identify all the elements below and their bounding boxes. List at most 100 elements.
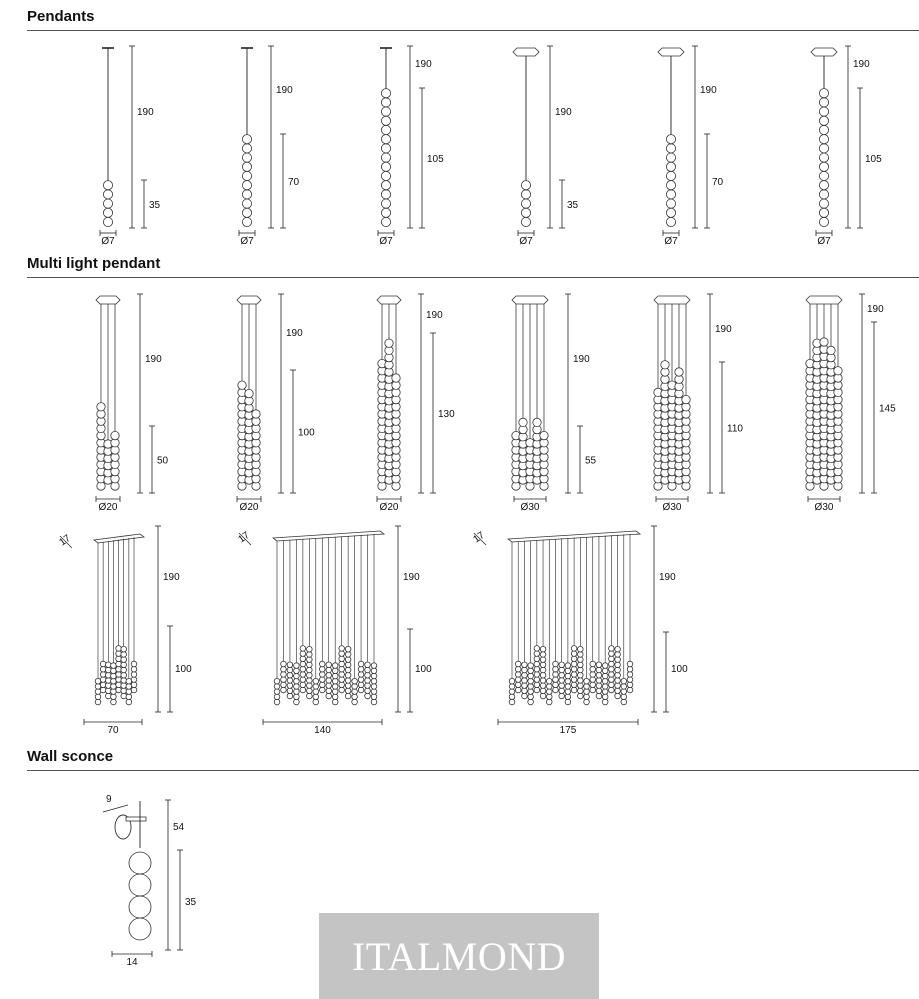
canopy [511,295,549,305]
glass-bead [357,681,365,688]
glass-bead [539,646,547,653]
glass-bead [577,692,584,700]
glass-bead [286,682,294,689]
glass-bead [380,152,391,163]
glass-bead [273,683,281,690]
glass-bead [614,661,621,668]
diameter-label: Ø20 [99,502,118,513]
glass-bead [241,143,252,154]
glass-bead [558,661,565,668]
glass-bead [577,687,584,694]
glass-bead [527,683,534,690]
glass-bead [99,676,107,683]
glass-bead [110,662,117,669]
pendant-drawing: 190 105 Ø7 [810,45,882,247]
depth-label: 17 [236,530,252,546]
glass-bead [125,683,133,690]
glass-bead [319,676,326,683]
glass-bead [577,661,584,668]
glass-bead [521,682,528,689]
linear-pendant-drawing: 17 190 100 175 [471,525,688,736]
glass-bead [620,693,627,700]
glass-bead [620,683,627,690]
glass-bead [552,660,559,668]
glass-bead [306,682,313,689]
glass-bead [527,698,534,706]
section-title-pendants: Pendants [27,8,95,25]
glass-bead [577,682,584,689]
glass-bead [626,686,634,694]
canopy [805,295,843,305]
linear-pendant-drawing: 17 190 100 140 [236,525,432,736]
glass-bead [380,97,391,108]
glass-bead [364,672,371,679]
wall-sconce-drawing: 9 54 35 14 [102,794,197,968]
glass-bead [527,693,534,700]
glass-bead [508,688,516,695]
multi-pendant-drawing: 190 55 Ø30 [511,293,597,513]
glass-bead [601,688,609,695]
glass-bead [521,692,528,700]
glass-bead [589,666,596,673]
glass-bead [364,661,371,668]
glass-bead [273,693,281,700]
glass-bead [626,676,634,683]
glass-bead [351,678,358,685]
dimension-label: 190 [145,354,162,365]
glass-bead [539,661,547,668]
dimension-label: 190 [426,310,443,321]
glass-bead [521,672,528,679]
glass-bead [338,645,345,652]
glass-bead [380,180,391,191]
glass-bead [351,693,358,700]
glass-bead [120,677,127,684]
glass-bead [819,161,830,172]
glass-bead [105,666,112,674]
diameter-label: Ø20 [380,502,399,513]
dimension-label: 54 [173,822,185,833]
glass-bead [546,688,553,695]
glass-bead [380,115,391,126]
glass-bead [608,676,615,683]
glass-bead [666,198,677,209]
glass-bead [332,667,339,674]
glass-bead [570,676,578,683]
multi-pendant-drawing: 190 50 Ø20 [95,293,169,513]
glass-bead [527,678,534,685]
dimension-label: 35 [567,200,579,211]
glass-bead [325,666,332,674]
glass-bead [570,666,578,673]
glass-bead [115,686,122,694]
glass-bead [110,698,117,706]
dimension-label: 190 [415,59,432,70]
glass-bead [564,667,572,674]
glass-bead [527,672,534,680]
glass-bead [237,380,247,390]
glass-bead [577,656,584,663]
glass-bead [332,672,339,680]
glass-bead [370,667,378,674]
glass-bead [539,687,547,694]
glass-bead [115,671,122,678]
glass-bead [558,666,565,674]
glass-bead [681,394,691,405]
glass-bead [299,666,307,673]
glass-bead [241,134,252,145]
glass-bead [306,666,313,674]
glass-bead [241,216,252,227]
glass-bead [380,170,391,181]
glass-bead [241,161,252,172]
glass-bead [103,216,114,227]
glass-bead [608,660,615,668]
glass-bead [370,683,378,690]
glass-bead [608,686,615,694]
diameter-label: Ø20 [240,502,259,513]
dimension-label: 145 [879,404,896,415]
glass-bead [558,677,565,684]
glass-bead [564,662,572,669]
glass-bead [380,134,391,145]
glass-bead [325,687,332,694]
glass-bead [94,698,102,706]
glass-bead [293,662,300,669]
